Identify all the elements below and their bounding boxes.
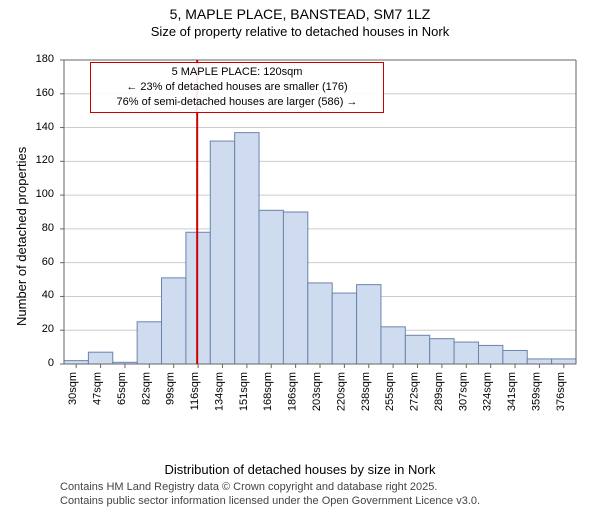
annotation-line1: 5 MAPLE PLACE: 120sqm	[97, 65, 377, 80]
x-axis-label: Distribution of detached houses by size …	[0, 462, 600, 477]
bar	[88, 352, 112, 364]
y-tick-label: 120	[36, 154, 54, 166]
bar	[332, 293, 356, 364]
bar	[137, 322, 161, 364]
chart-wrapper: 5, MAPLE PLACE, BANSTEAD, SM7 1LZ Size o…	[0, 6, 600, 506]
x-tick-label: 116sqm	[189, 372, 201, 410]
x-tick-label: 255sqm	[384, 372, 396, 411]
y-tick-label: 100	[36, 188, 54, 200]
x-tick-label: 203sqm	[311, 372, 323, 411]
x-tick-label: 168sqm	[262, 372, 274, 411]
x-tick-label: 289sqm	[433, 372, 445, 411]
y-tick-label: 60	[42, 256, 54, 268]
y-tick-label: 0	[48, 357, 54, 369]
annotation-box: 5 MAPLE PLACE: 120sqm ← 23% of detached …	[90, 62, 384, 113]
bar	[503, 350, 527, 364]
bar	[430, 339, 454, 364]
bar	[308, 283, 332, 364]
bar	[552, 359, 576, 364]
attribution-line1: Contains HM Land Registry data © Crown c…	[60, 480, 480, 494]
x-tick-label: 30sqm	[67, 372, 79, 405]
bar	[454, 342, 478, 364]
bar	[162, 278, 186, 364]
y-tick-label: 20	[42, 323, 54, 335]
bar	[381, 327, 405, 364]
x-tick-label: 186sqm	[287, 372, 299, 411]
bar	[405, 335, 429, 364]
x-tick-label: 82sqm	[140, 372, 152, 405]
x-tick-label: 134sqm	[213, 372, 225, 411]
bar	[235, 133, 259, 364]
x-tick-label: 307sqm	[457, 372, 469, 411]
y-tick-label: 140	[36, 121, 54, 133]
y-axis-label: Number of detached properties	[14, 147, 29, 326]
bar	[64, 361, 88, 364]
y-tick-label: 180	[36, 53, 54, 65]
y-tick-label: 40	[42, 289, 54, 301]
attribution-text: Contains HM Land Registry data © Crown c…	[60, 480, 480, 509]
x-tick-label: 324sqm	[482, 372, 494, 411]
bar	[259, 210, 283, 364]
bar	[357, 285, 381, 364]
bar	[478, 345, 502, 364]
annotation-line2: ← 23% of detached houses are smaller (17…	[97, 80, 377, 95]
y-tick-label: 80	[42, 222, 54, 234]
bar	[527, 359, 551, 364]
bar	[283, 212, 307, 364]
y-tick-label: 160	[36, 87, 54, 99]
x-tick-label: 376sqm	[555, 372, 567, 411]
x-tick-label: 65sqm	[116, 372, 128, 405]
annotation-line3: 76% of semi-detached houses are larger (…	[97, 95, 377, 110]
attribution-line2: Contains public sector information licen…	[60, 494, 480, 508]
x-tick-label: 341sqm	[506, 372, 518, 411]
chart-title: 5, MAPLE PLACE, BANSTEAD, SM7 1LZ	[0, 6, 600, 22]
x-tick-label: 359sqm	[530, 372, 542, 411]
bar	[210, 141, 234, 364]
chart-subtitle: Size of property relative to detached ho…	[0, 24, 600, 39]
x-tick-label: 238sqm	[360, 372, 372, 411]
x-tick-label: 220sqm	[335, 372, 347, 411]
x-tick-label: 47sqm	[92, 372, 104, 405]
x-tick-label: 272sqm	[409, 372, 421, 411]
x-tick-label: 99sqm	[165, 372, 177, 405]
x-tick-label: 151sqm	[238, 372, 250, 411]
